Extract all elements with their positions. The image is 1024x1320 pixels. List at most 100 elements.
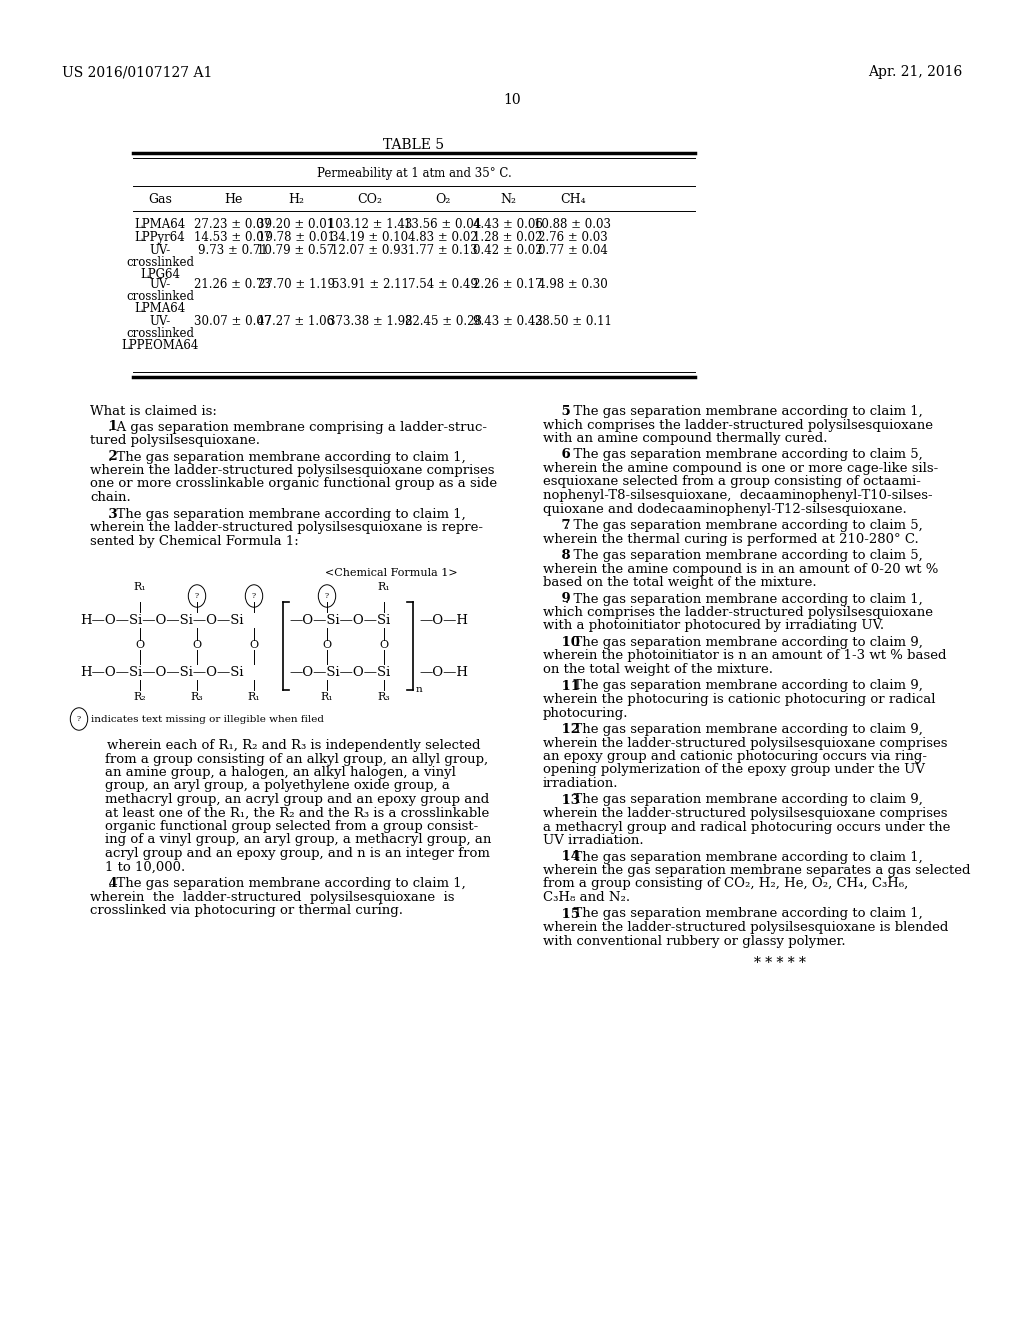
Text: wherein the thermal curing is performed at 210-280° C.: wherein the thermal curing is performed … [543,532,919,545]
Text: R₃: R₃ [190,692,204,702]
Text: O: O [135,640,144,649]
Text: UV-: UV- [150,315,171,327]
Text: wherein the ladder-structured polysilsesquioxane comprises: wherein the ladder-structured polysilses… [543,737,947,750]
Text: 34.19 ± 0.10: 34.19 ± 0.10 [332,231,409,244]
Text: 9: 9 [543,593,570,606]
Text: ?: ? [77,715,81,723]
Text: with an amine compound thermally cured.: with an amine compound thermally cured. [543,432,827,445]
Text: a methacryl group and radical photocuring occurs under the: a methacryl group and radical photocurin… [543,821,950,833]
Text: . The gas separation membrane according to claim 1,: . The gas separation membrane according … [108,507,466,520]
Text: 2: 2 [90,450,118,463]
Text: * * * * *: * * * * * [754,956,806,970]
Text: wherein the photocuring is cationic photocuring or radical: wherein the photocuring is cationic phot… [543,693,936,706]
Text: crosslinked: crosslinked [126,290,194,304]
Text: CH₄: CH₄ [560,193,586,206]
Text: 7.54 ± 0.49: 7.54 ± 0.49 [408,279,478,290]
Text: 2.26 ± 0.17: 2.26 ± 0.17 [473,279,543,290]
Text: 30.07 ± 0.07: 30.07 ± 0.07 [195,315,271,327]
Text: which comprises the ladder-structured polysilsesquioxane: which comprises the ladder-structured po… [543,606,933,619]
Text: What is claimed is:: What is claimed is: [90,405,217,418]
Text: 11: 11 [543,680,580,693]
Text: 0.42 ± 0.02: 0.42 ± 0.02 [473,244,543,257]
Text: . The gas separation membrane according to claim 5,: . The gas separation membrane according … [565,549,923,562]
Text: sented by Chemical Formula 1:: sented by Chemical Formula 1: [90,535,299,548]
Text: C₃H₈ and N₂.: C₃H₈ and N₂. [543,891,630,904]
Text: 1.28 ± 0.02: 1.28 ± 0.02 [473,231,543,244]
Text: from a group consisting of CO₂, H₂, He, O₂, CH₄, C₃H₆,: from a group consisting of CO₂, H₂, He, … [543,878,908,891]
Text: ?: ? [252,591,256,601]
Text: 9.43 ± 0.43: 9.43 ± 0.43 [473,315,543,327]
Text: at least one of the R₁, the R₂ and the R₃ is a crosslinkable: at least one of the R₁, the R₂ and the R… [105,807,489,820]
Text: H—O—Si—O—Si—O—Si: H—O—Si—O—Si—O—Si [80,665,244,678]
Text: wherein each of R₁, R₂ and R₃ is independently selected: wherein each of R₁, R₂ and R₃ is indepen… [90,739,480,752]
Text: 2.76 ± 0.03: 2.76 ± 0.03 [539,231,608,244]
Text: R₂: R₂ [134,692,146,702]
Text: an amine group, a halogen, an alkyl halogen, a vinyl: an amine group, a halogen, an alkyl halo… [105,766,456,779]
Text: methacryl group, an acryl group and an epoxy group and: methacryl group, an acryl group and an e… [105,793,489,807]
Text: wherein the ladder-structured polysilsesquioxane is blended: wherein the ladder-structured polysilses… [543,921,948,935]
Text: 4.43 ± 0.06: 4.43 ± 0.06 [473,218,543,231]
Text: wherein the ladder-structured polysilsesquioxane is repre-: wherein the ladder-structured polysilses… [90,521,483,535]
Text: 10: 10 [503,92,521,107]
Text: nophenyl-T8-silsesquioxane,  decaaminophenyl-T10-silses-: nophenyl-T8-silsesquioxane, decaaminophe… [543,488,933,502]
Text: 53.91 ± 2.11: 53.91 ± 2.11 [332,279,409,290]
Text: —O—Si—O—Si: —O—Si—O—Si [289,665,390,678]
Text: 4: 4 [90,876,118,890]
Text: 9.73 ± 0.71: 9.73 ± 0.71 [198,244,268,257]
Text: acryl group and an epoxy group, and n is an integer from: acryl group and an epoxy group, and n is… [105,847,489,861]
Text: 39.20 ± 0.01: 39.20 ± 0.01 [257,218,335,231]
Text: UV-: UV- [150,244,171,257]
Text: which comprises the ladder-structured polysilsesquioxane: which comprises the ladder-structured po… [543,418,933,432]
Text: 19.78 ± 0.01: 19.78 ± 0.01 [257,231,335,244]
Text: indicates text missing or illegible when filed: indicates text missing or illegible when… [91,714,324,723]
Text: quioxane and dodecaaminophenyl-T12-silsesquioxane.: quioxane and dodecaaminophenyl-T12-silse… [543,503,906,516]
Text: 4.83 ± 0.02: 4.83 ± 0.02 [409,231,478,244]
Text: 27.70 ± 1.19: 27.70 ± 1.19 [257,279,335,290]
Text: 4.98 ± 0.30: 4.98 ± 0.30 [539,279,608,290]
Text: LPMA64: LPMA64 [134,302,185,315]
Text: CO₂: CO₂ [357,193,383,206]
Text: 10.79 ± 0.57: 10.79 ± 0.57 [257,244,335,257]
Text: N₂: N₂ [500,193,516,206]
Text: H₂: H₂ [288,193,304,206]
Text: crosslinked via photocuring or thermal curing.: crosslinked via photocuring or thermal c… [90,904,403,917]
Text: 14.53 ± 0.07: 14.53 ± 0.07 [195,231,271,244]
Text: . The gas separation membrane according to claim 1,: . The gas separation membrane according … [108,450,466,463]
Text: Gas: Gas [148,193,172,206]
Text: O: O [323,640,332,649]
Text: R₃: R₃ [378,692,390,702]
Text: <Chemical Formula 1>: <Chemical Formula 1> [326,568,458,578]
Text: . The gas separation membrane according to claim 9,: . The gas separation membrane according … [565,793,923,807]
Text: tured polysilsesquioxane.: tured polysilsesquioxane. [90,434,260,447]
Text: 6: 6 [543,449,570,462]
Text: —O—H: —O—H [419,665,468,678]
Text: 10.88 ± 0.03: 10.88 ± 0.03 [535,218,611,231]
Text: an epoxy group and cationic photocuring occurs via ring-: an epoxy group and cationic photocuring … [543,750,927,763]
Text: wherein  the  ladder-structured  polysilsesquioxane  is: wherein the ladder-structured polysilses… [90,891,455,903]
Text: 22.45 ± 0.28: 22.45 ± 0.28 [404,315,481,327]
Text: 28.50 ± 0.11: 28.50 ± 0.11 [535,315,611,327]
Text: photocuring.: photocuring. [543,706,629,719]
Text: 13.56 ± 0.04: 13.56 ± 0.04 [404,218,481,231]
Text: wherein the ladder-structured polysilsesquioxane comprises: wherein the ladder-structured polysilses… [543,807,947,820]
Text: wherein the photoinitiator is n an amount of 1-3 wt % based: wherein the photoinitiator is n an amoun… [543,649,946,663]
Text: R₁: R₁ [321,692,334,702]
Text: 27.23 ± 0.07: 27.23 ± 0.07 [195,218,271,231]
Text: 10: 10 [543,636,580,649]
Text: 15: 15 [543,908,580,920]
Text: wherein the gas separation membrane separates a gas selected: wherein the gas separation membrane sepa… [543,865,971,876]
Text: 21.26 ± 0.73: 21.26 ± 0.73 [195,279,271,290]
Text: 103.12 ± 1.43: 103.12 ± 1.43 [328,218,413,231]
Text: . The gas separation membrane according to claim 1,: . The gas separation membrane according … [108,876,466,890]
Text: ?: ? [325,591,329,601]
Text: 8: 8 [543,549,570,562]
Text: LPMA64: LPMA64 [134,218,185,231]
Text: —O—H: —O—H [419,614,468,627]
Text: . The gas separation membrane according to claim 9,: . The gas separation membrane according … [565,680,923,693]
Text: from a group consisting of an alkyl group, an allyl group,: from a group consisting of an alkyl grou… [105,752,488,766]
Text: 1.77 ± 0.13: 1.77 ± 0.13 [409,244,478,257]
Text: ?: ? [195,591,199,601]
Text: UV-: UV- [150,279,171,290]
Text: He: He [224,193,243,206]
Text: Permeability at 1 atm and 35° C.: Permeability at 1 atm and 35° C. [316,168,511,180]
